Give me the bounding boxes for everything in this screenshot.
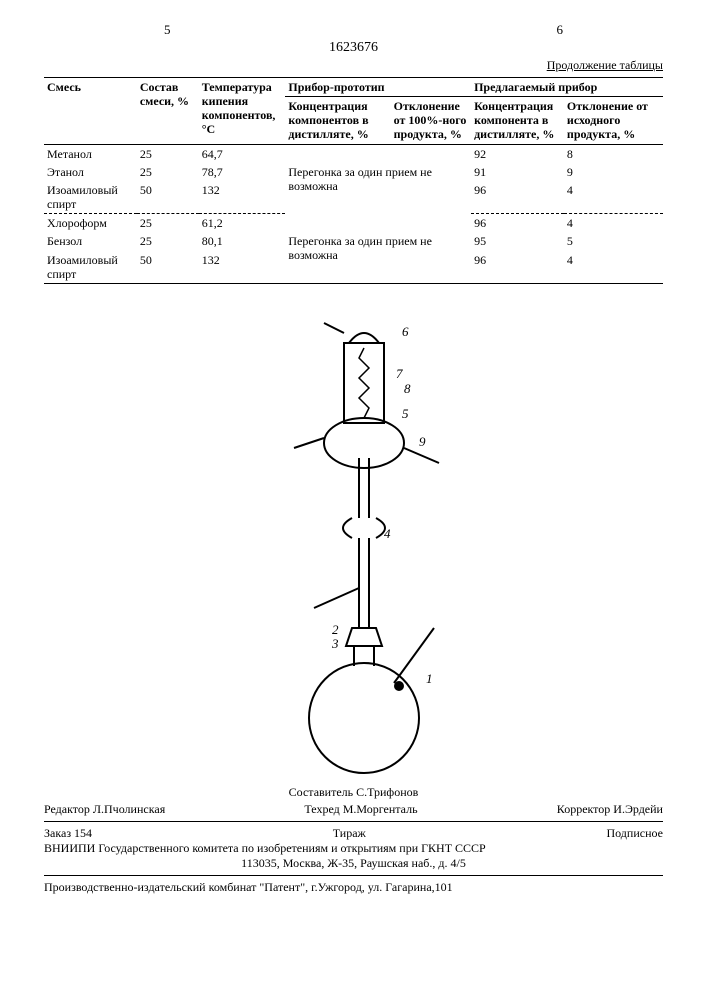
hdr-prop-dev: Отклонение от исходного продукта, % (564, 97, 663, 144)
svg-text:9: 9 (419, 434, 426, 449)
svg-text:8: 8 (404, 381, 411, 396)
table-continuation: Продолжение таблицы (44, 58, 663, 73)
editor: Редактор Л.Пчолинская (44, 802, 165, 817)
svg-text:5: 5 (402, 406, 409, 421)
svg-text:4: 4 (384, 526, 391, 541)
svg-text:1: 1 (426, 671, 433, 686)
svg-text:6: 6 (402, 324, 409, 339)
svg-text:7: 7 (396, 366, 403, 381)
doc-number: 1623676 (44, 40, 663, 56)
note-cell: Перегонка за один прием не возможна (285, 144, 471, 214)
page-right-num: 6 (557, 22, 564, 38)
table-row: Метанол2564,7 Перегонка за один прием не… (44, 144, 663, 163)
tirazh: Тираж (333, 826, 366, 841)
hdr-prop-conc: Концентрация компонента в дистилляте, % (471, 97, 564, 144)
hdr-smes: Смесь (44, 78, 137, 145)
order: Заказ 154 (44, 826, 92, 841)
techred: Техред М.Моргенталь (304, 802, 417, 817)
hdr-sostav: Состав смеси, % (137, 78, 199, 145)
data-table: Смесь Состав смеси, % Температура кипени… (44, 77, 663, 284)
svg-text:3: 3 (331, 636, 339, 651)
svg-text:2: 2 (332, 622, 339, 637)
corrector: Корректор И.Эрдейи (557, 802, 663, 817)
subscription: Подписное (606, 826, 663, 841)
hdr-prototype: Прибор-прототип (285, 78, 471, 97)
figure: 6 7 8 5 9 4 2 3 1 (44, 288, 663, 783)
hdr-proposed: Предлагаемый прибор (471, 78, 663, 97)
table-row: Хлороформ2561,2 Перегонка за один прием … (44, 214, 663, 233)
hdr-proto-conc: Концентрация компонентов в дистилляте, % (285, 97, 390, 144)
note-cell: Перегонка за один прием не возможна (285, 214, 471, 284)
institution: ВНИИПИ Государственного комитета по изоб… (44, 841, 663, 856)
institution-addr: 113035, Москва, Ж-35, Раушская наб., д. … (44, 856, 663, 871)
compiler: Составитель С.Трифонов (44, 785, 663, 800)
printing: Производственно-издательский комбинат "П… (44, 880, 663, 895)
hdr-proto-dev: Отклонение от 100%-ного продукта, % (391, 97, 471, 144)
hdr-temp: Температура кипения компонентов, °С (199, 78, 286, 145)
page-left-num: 5 (164, 22, 171, 38)
